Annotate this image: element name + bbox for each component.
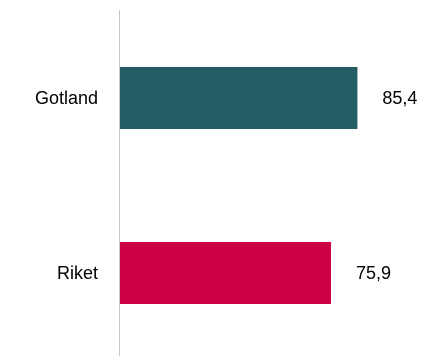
value-label-riket: 75,9 (356, 263, 391, 283)
bar-riket (120, 242, 332, 304)
bar-group: Gotland 85,4 Riket 75,9 (35, 67, 417, 304)
value-label-gotland: 85,4 (382, 88, 417, 108)
bar-gotland (120, 67, 358, 129)
category-label-gotland: Gotland (35, 88, 98, 108)
category-label-riket: Riket (57, 263, 98, 283)
